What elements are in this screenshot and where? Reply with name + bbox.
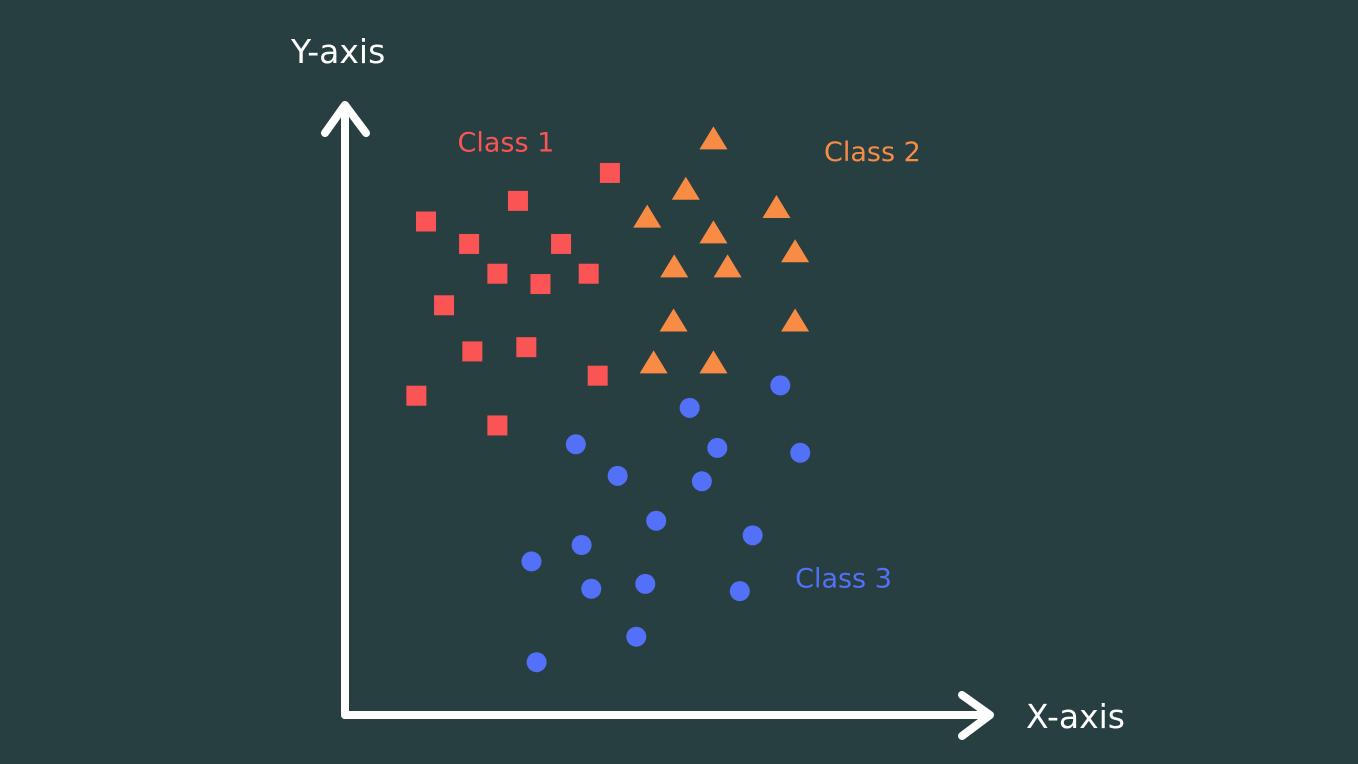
point-triangle-2-2 bbox=[671, 176, 700, 200]
point-triangle-2-9 bbox=[659, 308, 688, 332]
point-square-1-10 bbox=[462, 341, 483, 362]
point-circle-3-2 bbox=[679, 397, 700, 418]
point-square-1-4 bbox=[459, 233, 480, 254]
point-square-1-6 bbox=[487, 263, 508, 284]
class-label-3: Class 3 bbox=[795, 564, 892, 595]
point-square-1-2 bbox=[507, 190, 528, 211]
series-class-1 bbox=[406, 162, 620, 436]
point-circle-3-10 bbox=[571, 535, 592, 556]
point-triangle-2-8 bbox=[781, 239, 810, 263]
point-square-1-3 bbox=[599, 162, 620, 183]
point-circle-3-16 bbox=[526, 652, 547, 673]
point-square-1-9 bbox=[434, 295, 455, 316]
point-circle-3-7 bbox=[691, 471, 712, 492]
data-marks bbox=[406, 126, 811, 673]
point-circle-3-12 bbox=[635, 573, 656, 594]
point-circle-3-3 bbox=[565, 434, 586, 455]
point-circle-3-15 bbox=[626, 626, 647, 647]
point-circle-3-9 bbox=[742, 525, 763, 546]
class-label-2: Class 2 bbox=[824, 137, 921, 168]
point-square-1-1 bbox=[416, 211, 437, 232]
point-circle-3-6 bbox=[607, 465, 628, 486]
point-triangle-2-6 bbox=[660, 254, 689, 278]
class-label-1: Class 1 bbox=[458, 128, 555, 159]
point-square-1-5 bbox=[551, 233, 572, 254]
class-labels: Class 1 Class 2 Class 3 bbox=[458, 128, 921, 595]
point-triangle-2-3 bbox=[633, 204, 662, 228]
point-square-1-14 bbox=[487, 415, 508, 436]
y-axis-title: Y-axis bbox=[290, 32, 385, 71]
point-triangle-2-12 bbox=[699, 350, 728, 374]
point-triangle-2-4 bbox=[762, 194, 791, 218]
point-square-1-7 bbox=[530, 274, 551, 295]
y-axis-arrowhead bbox=[321, 101, 370, 137]
point-triangle-2-10 bbox=[781, 308, 810, 332]
x-axis-arrowhead bbox=[958, 691, 994, 740]
point-circle-3-13 bbox=[581, 578, 602, 599]
series-class-2 bbox=[633, 126, 810, 374]
point-circle-3-14 bbox=[729, 581, 750, 602]
point-circle-3-1 bbox=[770, 375, 791, 396]
point-circle-3-11 bbox=[521, 551, 542, 572]
point-square-1-12 bbox=[587, 365, 608, 386]
point-triangle-2-1 bbox=[699, 126, 728, 150]
point-triangle-2-5 bbox=[699, 220, 728, 244]
point-triangle-2-11 bbox=[639, 350, 668, 374]
point-circle-3-5 bbox=[790, 442, 811, 463]
x-axis-title: X-axis bbox=[1026, 697, 1125, 736]
axes: Y-axis X-axis bbox=[290, 32, 1125, 740]
point-square-1-8 bbox=[578, 263, 599, 284]
point-triangle-2-7 bbox=[713, 254, 742, 278]
point-square-1-13 bbox=[406, 385, 427, 406]
point-circle-3-8 bbox=[646, 510, 667, 531]
series-class-3 bbox=[521, 375, 811, 673]
point-circle-3-4 bbox=[707, 437, 728, 458]
point-square-1-11 bbox=[516, 337, 537, 358]
